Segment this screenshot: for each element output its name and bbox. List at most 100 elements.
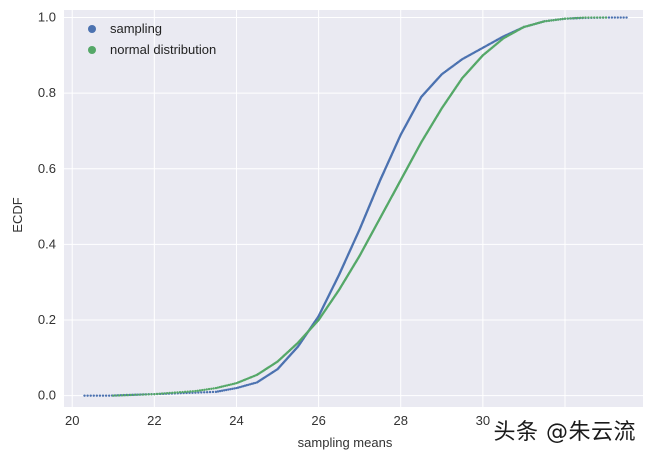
data-point bbox=[613, 16, 617, 19]
data-point bbox=[233, 387, 236, 390]
data-point bbox=[216, 386, 219, 389]
legend-marker-normal-distribution bbox=[88, 46, 96, 54]
data-point bbox=[135, 393, 138, 396]
data-point bbox=[181, 390, 184, 394]
data-point bbox=[587, 16, 590, 19]
y-tick-label: 0.0 bbox=[38, 388, 56, 403]
data-point bbox=[229, 388, 232, 391]
data-point bbox=[92, 394, 95, 397]
plot-background bbox=[64, 10, 643, 407]
data-point bbox=[610, 16, 614, 19]
data-point bbox=[543, 20, 546, 23]
data-point bbox=[604, 16, 608, 19]
data-point bbox=[212, 387, 215, 390]
data-point bbox=[225, 388, 228, 392]
data-point bbox=[222, 389, 226, 392]
data-point bbox=[186, 390, 189, 393]
data-point bbox=[218, 386, 221, 389]
data-point bbox=[220, 385, 223, 388]
data-point bbox=[104, 394, 108, 397]
data-point bbox=[547, 19, 551, 22]
data-point bbox=[224, 384, 227, 388]
legend-label-normal-distribution: normal distribution bbox=[110, 42, 216, 57]
data-point bbox=[158, 392, 161, 395]
data-point bbox=[581, 16, 585, 19]
data-point bbox=[220, 389, 224, 392]
data-point bbox=[176, 391, 179, 394]
data-point bbox=[150, 393, 153, 396]
data-point bbox=[584, 16, 587, 19]
x-tick-label: 24 bbox=[229, 413, 243, 428]
data-point bbox=[596, 16, 599, 19]
series-normal-distribution bbox=[112, 16, 608, 397]
data-point bbox=[231, 382, 234, 386]
data-point bbox=[559, 18, 562, 21]
data-point bbox=[227, 388, 230, 391]
data-point bbox=[208, 390, 212, 394]
y-tick-label: 0.4 bbox=[38, 236, 56, 251]
data-point bbox=[216, 390, 220, 393]
data-point bbox=[561, 17, 564, 21]
data-point bbox=[165, 392, 169, 395]
data-point bbox=[112, 394, 115, 397]
data-point bbox=[86, 394, 89, 397]
y-tick-label: 0.6 bbox=[38, 161, 56, 176]
x-tick-label: 30 bbox=[476, 413, 490, 428]
data-point bbox=[126, 393, 130, 397]
data-point bbox=[229, 383, 233, 386]
data-point bbox=[619, 16, 622, 19]
data-point bbox=[571, 17, 574, 20]
data-point bbox=[210, 387, 213, 390]
data-point bbox=[147, 393, 150, 396]
data-point bbox=[95, 394, 99, 397]
data-point bbox=[183, 390, 187, 394]
data-point bbox=[574, 16, 577, 20]
data-point bbox=[191, 390, 195, 393]
data-point bbox=[207, 387, 211, 391]
data-point bbox=[218, 389, 222, 393]
data-point bbox=[601, 16, 605, 19]
legend-entry-sampling: sampling bbox=[88, 21, 162, 36]
x-tick-label: 22 bbox=[147, 413, 161, 428]
watermark: 头条 @朱云流 bbox=[489, 414, 640, 446]
data-point bbox=[203, 391, 206, 394]
x-axis-label: sampling means bbox=[298, 435, 393, 450]
data-point bbox=[141, 393, 144, 396]
data-point bbox=[568, 17, 572, 20]
data-point bbox=[101, 394, 105, 397]
data-point bbox=[138, 393, 141, 396]
legend-entry-normal-distribution: normal distribution bbox=[88, 42, 216, 57]
data-point bbox=[155, 392, 159, 396]
data-point bbox=[616, 16, 619, 19]
data-point bbox=[590, 16, 593, 19]
data-point bbox=[129, 393, 133, 397]
data-point bbox=[153, 392, 156, 396]
data-point bbox=[214, 390, 218, 394]
data-point bbox=[233, 382, 236, 385]
data-point bbox=[225, 384, 229, 387]
y-axis-label: ECDF bbox=[10, 197, 25, 232]
series-layer bbox=[83, 16, 628, 397]
legend-label-sampling: sampling bbox=[110, 21, 162, 36]
data-point bbox=[554, 18, 558, 22]
y-tick-label: 0.2 bbox=[38, 312, 56, 327]
data-point bbox=[89, 394, 92, 397]
data-point bbox=[579, 16, 582, 20]
data-point bbox=[132, 393, 136, 397]
data-point bbox=[198, 389, 202, 392]
data-point bbox=[563, 17, 567, 20]
legend-marker-sampling bbox=[88, 25, 96, 33]
data-point bbox=[231, 387, 234, 391]
data-point bbox=[123, 394, 127, 397]
data-point bbox=[83, 394, 86, 397]
series-sampling bbox=[83, 16, 628, 397]
data-point bbox=[171, 391, 174, 395]
data-point bbox=[576, 16, 580, 20]
x-tick-label: 28 bbox=[393, 413, 407, 428]
x-tick-label: 26 bbox=[311, 413, 325, 428]
data-point bbox=[203, 388, 206, 391]
data-point bbox=[211, 390, 215, 394]
grid bbox=[64, 10, 643, 407]
data-point bbox=[622, 16, 625, 19]
